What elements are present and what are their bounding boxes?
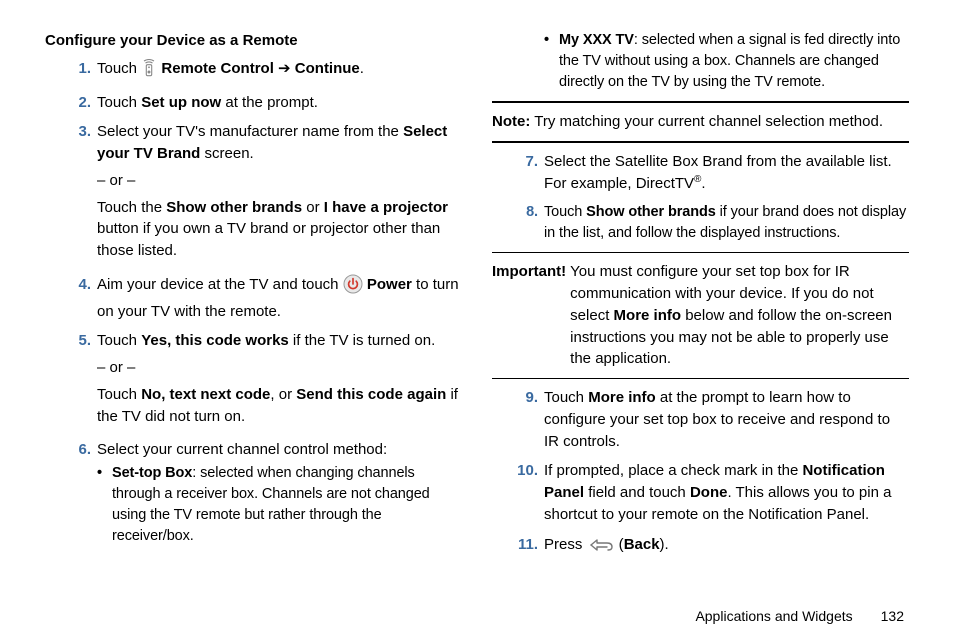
note-wrapper: Note: Try matching your current channel … <box>492 101 909 143</box>
footer-section: Applications and Widgets <box>695 608 852 624</box>
step-2-post: at the prompt. <box>221 94 318 111</box>
note-text: Try matching your current channel select… <box>530 113 883 130</box>
section-heading: Configure your Device as a Remote <box>45 30 462 52</box>
important-block: Important! You must configure your set t… <box>492 261 909 370</box>
important-text: You must configure your set top box for … <box>570 261 909 370</box>
divider <box>492 101 909 103</box>
step-7: Select the Satellite Box Brand from the … <box>492 151 909 195</box>
step-6-bullet-1: Set-top Box: selected when changing chan… <box>97 463 462 547</box>
step-10-mid: field and touch <box>584 484 690 501</box>
important-wrapper: Important! You must configure your set t… <box>492 252 909 379</box>
step-3-bold-2: Show other brands <box>166 199 302 216</box>
step-8: Touch Show other brands if your brand do… <box>492 202 909 244</box>
important-bold: More info <box>614 307 682 324</box>
step-11-pre: Press <box>544 536 587 553</box>
step-5-alt: Touch No, text next code, or Send this c… <box>97 384 462 428</box>
step-3-pre: Select your TV's manufacturer name from … <box>97 123 403 140</box>
step-11-open: ( <box>615 536 624 553</box>
step-5-bold-3: Send this code again <box>296 386 446 403</box>
power-icon <box>343 274 363 301</box>
step-1-bold-2: Continue <box>295 60 360 77</box>
footer-page-number: 132 <box>881 608 904 624</box>
step-9-bold: More info <box>588 389 656 406</box>
step-1-post: . <box>360 60 364 77</box>
step-10: If prompted, place a check mark in the N… <box>492 460 909 525</box>
step-6-text: Select your current channel control meth… <box>97 441 387 458</box>
step-5-or: – or – <box>97 357 462 379</box>
step-5-post1: if the TV is turned on. <box>289 332 435 349</box>
note-label: Note: <box>492 113 530 130</box>
note-block: Note: Try matching your current channel … <box>492 111 909 133</box>
step-10-bold-2: Done <box>690 484 728 501</box>
divider <box>492 252 909 253</box>
step-6-bullet-2-bold: My XXX TV <box>559 32 634 48</box>
step-3-post2: button if you own a TV brand or projecto… <box>97 220 440 259</box>
step-5-pre2: Touch <box>97 386 141 403</box>
step-4: Aim your device at the TV and touch Powe… <box>45 274 462 323</box>
step-1-arrow: ➔ <box>274 60 295 77</box>
step-5-pre: Touch <box>97 332 141 349</box>
step-8-bold: Show other brands <box>586 204 716 220</box>
step-1: Touch Remote Control ➔ Continue. <box>45 58 462 84</box>
content-columns: Configure your Device as a Remote Touch <box>45 30 909 590</box>
step-3-mid2: or <box>302 199 324 216</box>
step-4-bold: Power <box>367 276 412 293</box>
step-9: Touch More info at the prompt to learn h… <box>492 387 909 452</box>
steps-list-cont-2: Touch More info at the prompt to learn h… <box>492 387 909 559</box>
step-9-pre: Touch <box>544 389 588 406</box>
step-11-bold: Back <box>624 536 660 553</box>
step-1-text-pre: Touch <box>97 60 141 77</box>
back-icon <box>587 537 615 560</box>
step-5: Touch Yes, this code works if the TV is … <box>45 330 462 427</box>
step-8-pre: Touch <box>544 204 586 220</box>
divider <box>492 141 909 143</box>
step-6-bullet-1-bold: Set-top Box <box>112 465 192 481</box>
steps-list-cont: Select the Satellite Box Brand from the … <box>492 151 909 245</box>
page: Configure your Device as a Remote Touch <box>0 0 954 636</box>
step-7-post: . <box>701 175 705 192</box>
divider <box>492 378 909 379</box>
step-3-pre2: Touch the <box>97 199 166 216</box>
page-footer: Applications and Widgets 132 <box>695 606 904 626</box>
step-2-pre: Touch <box>97 94 141 111</box>
step-3-alt: Touch the Show other brands or I have a … <box>97 197 462 262</box>
remote-control-icon <box>141 59 157 84</box>
step-10-pre: If prompted, place a check mark in the <box>544 462 802 479</box>
step-6-bullet-2: My XXX TV: selected when a signal is fed… <box>544 30 909 93</box>
step-1-bold-1: Remote Control <box>161 60 274 77</box>
step-2: Touch Set up now at the prompt. <box>45 92 462 114</box>
step-3-or: – or – <box>97 170 462 192</box>
step-11: Press (Back). <box>492 534 909 560</box>
step-4-pre: Aim your device at the TV and touch <box>97 276 343 293</box>
step-3: Select your TV's manufacturer name from … <box>45 121 462 262</box>
step-3-post1: screen. <box>200 145 253 162</box>
important-label: Important! <box>492 261 570 370</box>
step-3-bold-3: I have a projector <box>324 199 448 216</box>
step-11-close: ). <box>660 536 669 553</box>
step-2-bold: Set up now <box>141 94 221 111</box>
step-7-pre: Select the Satellite Box Brand from the … <box>544 153 892 192</box>
step-5-bold-2: No, text next code <box>141 386 270 403</box>
step-5-bold-1: Yes, this code works <box>141 332 289 349</box>
step-5-mid2: , or <box>270 386 296 403</box>
